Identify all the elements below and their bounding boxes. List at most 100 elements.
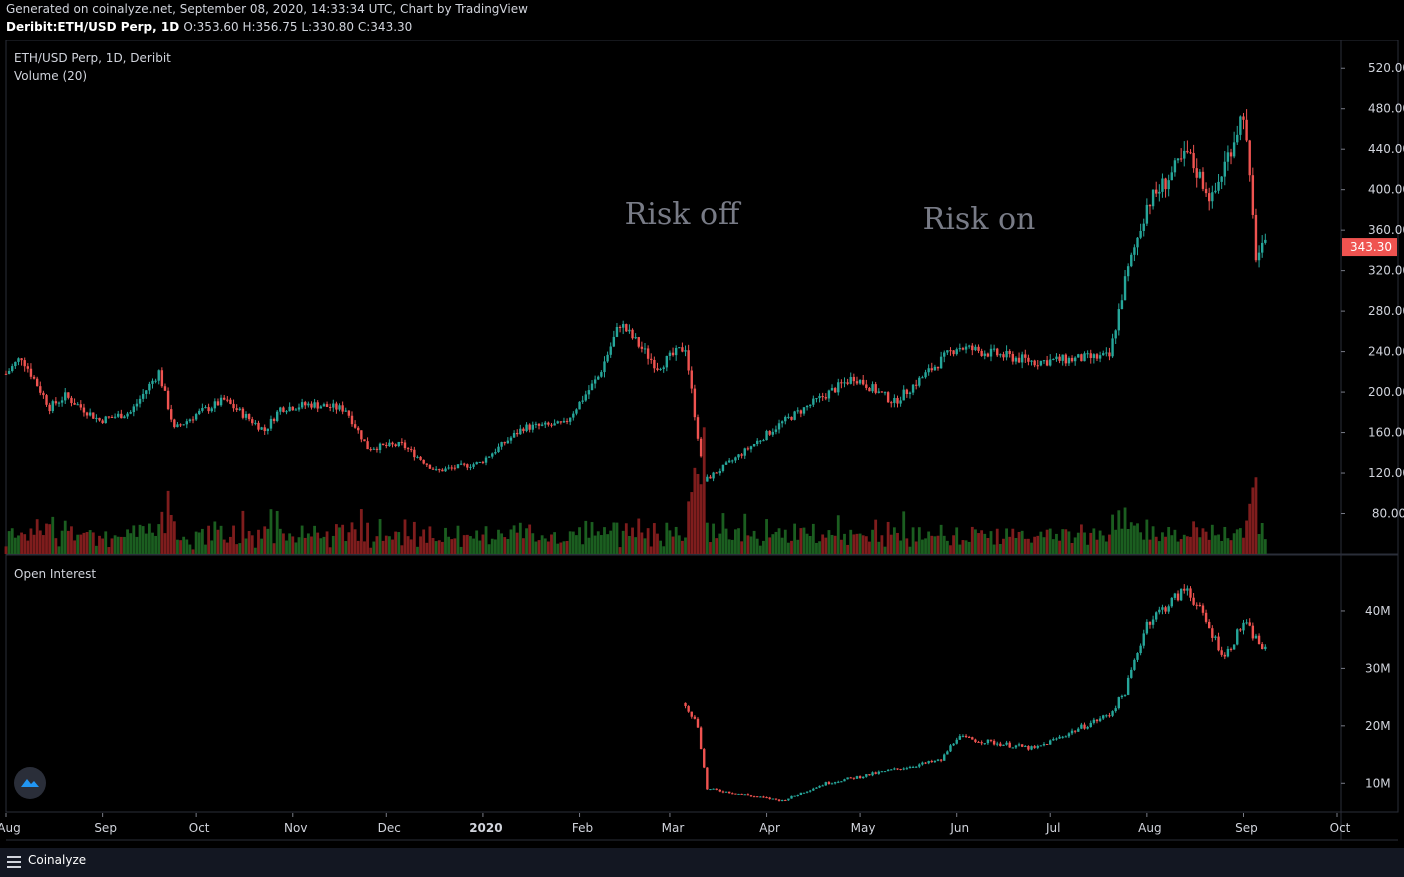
- volume-bar: [1055, 533, 1058, 554]
- candle-body: [568, 417, 572, 422]
- candle-body: [456, 464, 460, 469]
- candle-body: [634, 337, 637, 339]
- candle-body: [1214, 190, 1217, 193]
- volume-bar: [113, 535, 117, 554]
- volume-bar: [1101, 535, 1105, 554]
- candle-body: [487, 456, 491, 458]
- oi-candle-body: [790, 795, 793, 799]
- ohlc-values: O:353.60 H:356.75 L:330.80 C:343.30: [183, 20, 413, 34]
- oi-candle-body: [899, 768, 902, 770]
- oi-candle-body: [1005, 742, 1008, 745]
- volume-bar: [453, 538, 457, 554]
- volume-bar: [1201, 528, 1205, 554]
- volume-bar: [606, 534, 609, 554]
- volume-bar: [628, 535, 631, 554]
- oi-candle-body: [1108, 715, 1111, 717]
- volume-bar: [643, 538, 647, 554]
- oi-candle-body: [1061, 736, 1064, 738]
- candle-body: [210, 408, 213, 412]
- candle-body: [1024, 354, 1027, 358]
- volume-bar: [1248, 503, 1252, 554]
- candle-body: [138, 398, 142, 404]
- oi-candle-body: [871, 772, 874, 776]
- menu-icon[interactable]: [7, 856, 21, 868]
- candle-body: [88, 412, 92, 416]
- candle-body: [1158, 191, 1161, 194]
- oi-candle-body: [983, 743, 986, 745]
- volume-bar: [172, 521, 176, 554]
- oi-candle-body: [874, 772, 877, 774]
- oi-candle-body: [765, 797, 768, 799]
- candle-body: [646, 348, 650, 359]
- time-tick-label: Sep: [1235, 821, 1258, 835]
- candle-body: [659, 368, 662, 370]
- volume-bar: [372, 541, 376, 554]
- volume-bar: [163, 533, 167, 554]
- candle-body: [943, 352, 946, 357]
- candle-body: [1092, 354, 1096, 358]
- volume-bar: [263, 526, 267, 554]
- candle-body: [95, 417, 98, 419]
- volume-bar: [531, 533, 535, 554]
- candle-body: [431, 468, 435, 470]
- volume-bar: [646, 528, 650, 554]
- candle-body: [790, 416, 793, 420]
- price-chart[interactable]: ETH/USD Perp, 1D, Deribit Volume (20) Open…: [0, 40, 1404, 848]
- candle-body: [509, 437, 513, 441]
- candle-body: [525, 424, 528, 432]
- candle-body: [226, 399, 229, 401]
- volume-bar: [1148, 539, 1152, 554]
- oi-candle-body: [746, 794, 750, 796]
- volume-bar: [1033, 536, 1037, 554]
- candle-body: [1183, 150, 1186, 159]
- candle-body: [914, 384, 918, 386]
- oi-candle-body: [1260, 644, 1264, 649]
- volume-bar: [1142, 539, 1146, 554]
- candle-body: [1217, 181, 1220, 191]
- volume-bar: [1226, 538, 1230, 554]
- candle-body: [799, 410, 803, 414]
- volume-bar: [416, 546, 419, 554]
- candle-body: [522, 428, 525, 432]
- oi-candle-body: [1114, 708, 1117, 712]
- candle-body: [796, 410, 799, 412]
- coinalyze-logo-icon[interactable]: [14, 767, 46, 799]
- candle-body: [1195, 168, 1198, 178]
- oi-candle-body: [852, 777, 856, 779]
- volume-bar: [493, 539, 497, 554]
- candle-body: [191, 419, 195, 421]
- volume-bar: [677, 535, 681, 554]
- candle-body: [612, 336, 616, 347]
- volume-bar: [1014, 537, 1018, 554]
- candle-body: [749, 446, 753, 450]
- volume-bar: [322, 536, 326, 554]
- volume-bar: [1251, 487, 1255, 554]
- oi-tick-label: 40M: [1365, 604, 1391, 618]
- volume-bar: [880, 535, 884, 554]
- volume-bar: [391, 539, 394, 554]
- oi-candle-body: [1142, 633, 1145, 646]
- volume-bar: [388, 536, 391, 554]
- volume-bar: [793, 523, 797, 554]
- oi-candle-body: [756, 796, 759, 798]
- volume-bar: [191, 549, 195, 554]
- candle-body: [621, 324, 625, 328]
- candle-body: [282, 407, 285, 412]
- candle-body: [45, 395, 48, 405]
- volume-bar: [933, 536, 937, 554]
- volume-bar: [718, 533, 722, 554]
- time-tick-label: Aug: [1138, 821, 1161, 835]
- oi-candle-body: [955, 739, 958, 744]
- candle-body: [57, 402, 61, 404]
- candle-body: [858, 379, 862, 384]
- candle-body: [357, 427, 360, 431]
- candle-body: [491, 453, 494, 457]
- candle-body: [1130, 254, 1133, 267]
- volume-bar: [852, 534, 856, 554]
- candle-body: [1164, 178, 1167, 190]
- candle-body: [70, 397, 73, 404]
- candle-body: [1151, 189, 1155, 207]
- volume-bar: [325, 531, 329, 554]
- candle-body: [690, 370, 693, 389]
- volume-bar: [434, 541, 438, 554]
